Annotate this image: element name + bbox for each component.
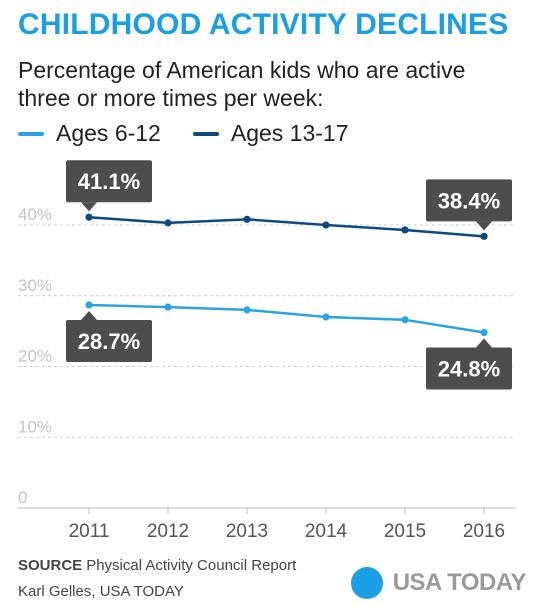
legend-label-ages-6-12: Ages 6-12 [56, 120, 161, 146]
source-label: SOURCE [18, 557, 83, 574]
series-line-0 [88, 303, 485, 334]
data-point-s0-2015 [401, 316, 409, 324]
x-tick-label-2015: 2015 [384, 521, 426, 542]
chart-subtitle: Percentage of American kids who are acti… [18, 57, 466, 111]
callout-label-0: 41.1% [78, 169, 140, 194]
data-point-s0-2012 [164, 303, 172, 311]
data-point-s0-2011 [85, 301, 93, 309]
chart-title: CHILDHOOD ACTIVITY DECLINES [18, 8, 509, 41]
y-tick-label-40: 40% [18, 205, 52, 224]
line-chart: 0 10% 20% 30% 40% 2011 2012 2013 2014 2015 2016 41.… [18, 160, 516, 542]
legend-item-ages-6-12: Ages 6-12 [18, 120, 161, 147]
y-tick-label-10: 10% [18, 417, 52, 436]
data-point-s0-2014 [322, 313, 330, 321]
y-tick-label-0: 0 [18, 488, 27, 507]
callout-box-2 [66, 319, 152, 362]
data-point-s1-2016 [480, 232, 488, 240]
data-point-s0-2013 [243, 306, 251, 314]
callout-label-3: 24.8% [438, 357, 500, 382]
legend-swatch-ages-13-17 [192, 131, 219, 136]
legend: Ages 6-12 Ages 13-17 [18, 120, 381, 147]
legend-swatch-ages-6-12 [18, 131, 44, 136]
callout-pointer-2 [81, 310, 97, 320]
series-line-1 [88, 215, 485, 238]
logo-text: USA TODAY [392, 569, 527, 596]
usa-today-logo: USA TODAY [350, 567, 527, 599]
x-tick-label-2011: 2011 [69, 521, 110, 542]
x-tick-label-2013: 2013 [226, 521, 268, 542]
x-tick-label-2016: 2016 [463, 521, 505, 542]
credit-line: Karl Gelles, USA TODAY [18, 583, 184, 600]
callout-pointer-1 [476, 221, 492, 231]
y-tick-label-30: 30% [18, 276, 52, 295]
callout-pointer-0 [81, 202, 97, 212]
data-point-s1-2013 [243, 215, 251, 223]
data-point-s1-2012 [164, 219, 172, 227]
y-tick-label-20: 20% [18, 347, 52, 366]
x-tick-label-2012: 2012 [147, 521, 189, 542]
x-tick-label-2014: 2014 [305, 521, 348, 542]
callout-pointer-3 [476, 338, 492, 348]
callout-box-3 [426, 347, 512, 390]
callout-label-1: 38.4% [438, 188, 500, 213]
logo-dot-icon [350, 567, 383, 599]
data-point-s1-2015 [401, 226, 409, 234]
callout-box-1 [426, 179, 512, 222]
callout-label-2: 28.7% [78, 329, 140, 354]
source-line: SOURCE Physical Activity Council Report [18, 557, 296, 574]
legend-item-ages-13-17: Ages 13-17 [192, 120, 349, 147]
callout-box-0 [66, 160, 152, 203]
data-point-s1-2014 [322, 221, 330, 229]
data-point-s1-2011 [85, 213, 93, 221]
legend-label-ages-13-17: Ages 13-17 [230, 120, 349, 146]
data-point-s0-2016 [480, 328, 488, 337]
source-text: Physical Activity Council Report [86, 557, 297, 574]
